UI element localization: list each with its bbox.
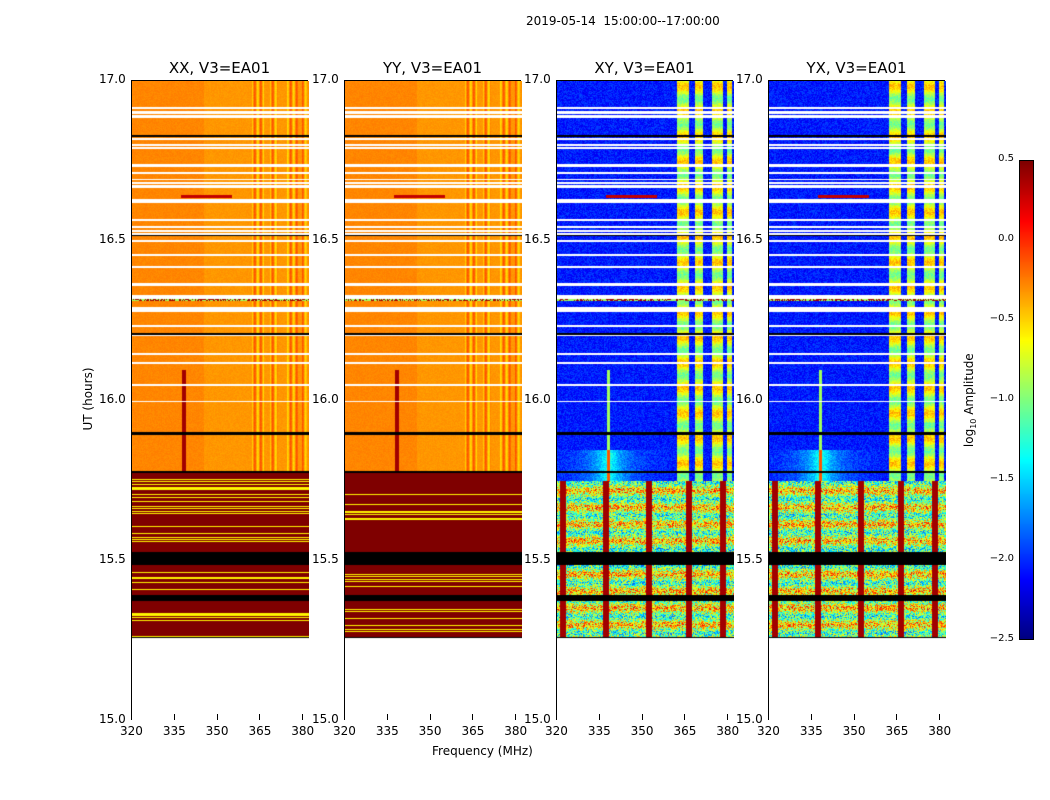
panel-title: YY, V3=EA01: [382, 59, 483, 77]
heatmap-panel-xx: [131, 80, 309, 721]
colorbar: [1019, 160, 1034, 640]
x-tick-mark: [515, 714, 517, 720]
y-tick-label: 16.0: [736, 392, 763, 406]
x-tick-label: 365: [248, 724, 272, 738]
x-tick-label: 380: [716, 724, 740, 738]
x-tick-mark: [173, 714, 175, 720]
x-tick-label: 335: [587, 724, 611, 738]
x-tick-label: 320: [757, 724, 780, 738]
heatmap-image: [345, 81, 522, 721]
x-tick-label: 350: [418, 724, 442, 738]
y-axis-label: UT (hours): [81, 367, 95, 431]
x-tick-label: 365: [673, 724, 697, 738]
x-tick-label: 320: [333, 724, 356, 738]
heatmap-panel-xy: [556, 80, 734, 721]
y-tick-label: 16.5: [99, 232, 126, 246]
x-tick-label: 350: [630, 724, 654, 738]
x-axis-label: Frequency (MHz): [432, 744, 533, 758]
panel-title: XY, V3=EA01: [594, 59, 695, 77]
x-tick-label: 380: [291, 724, 315, 738]
y-tick-label: 17.0: [736, 72, 763, 86]
panel-title: YX, V3=EA01: [806, 59, 907, 77]
x-tick-label: 365: [885, 724, 909, 738]
y-tick-label: 17.0: [524, 72, 551, 86]
x-tick-label: 335: [162, 724, 186, 738]
y-tick-label: 16.5: [736, 232, 763, 246]
x-tick-label: 320: [120, 724, 143, 738]
x-tick-label: 350: [205, 724, 229, 738]
colorbar-tick-label: −1.0: [989, 393, 1014, 404]
x-tick-mark: [641, 714, 643, 720]
x-tick-mark: [853, 714, 855, 720]
colorbar-tick-label: −2.5: [989, 633, 1014, 644]
x-tick-mark: [344, 714, 345, 720]
y-tick-label: 15.0: [99, 712, 126, 726]
colorbar-tick-label: 0.0: [998, 233, 1014, 244]
x-tick-mark: [556, 714, 557, 720]
x-tick-mark: [727, 714, 729, 720]
y-tick-label: 15.0: [736, 712, 763, 726]
x-tick-mark: [472, 714, 474, 720]
x-tick-mark: [216, 714, 218, 720]
x-tick-label: 350: [842, 724, 866, 738]
x-tick-mark: [810, 714, 812, 720]
heatmap-image: [132, 81, 309, 721]
y-tick-label: 17.0: [99, 72, 126, 86]
colorbar-label: log10 Amplitude: [961, 353, 979, 448]
heatmap-panel-yy: [344, 80, 522, 721]
figure-title: 2019-05-14 15:00:00--17:00:00: [526, 14, 720, 28]
colorbar-tick-label: −2.0: [989, 553, 1014, 564]
x-tick-mark: [386, 714, 388, 720]
x-tick-mark: [131, 714, 132, 720]
x-tick-label: 365: [461, 724, 485, 738]
x-tick-mark: [259, 714, 261, 720]
x-tick-mark: [684, 714, 686, 720]
heatmap-image: [557, 81, 734, 721]
x-tick-mark: [939, 714, 941, 720]
x-tick-mark: [302, 714, 304, 720]
x-tick-mark: [768, 714, 769, 720]
y-tick-label: 15.0: [312, 712, 339, 726]
x-tick-label: 380: [928, 724, 952, 738]
colorbar-tick-label: −0.5: [989, 313, 1014, 324]
y-tick-label: 15.5: [312, 552, 339, 566]
x-tick-label: 380: [504, 724, 528, 738]
colorbar-tick-label: −1.5: [989, 473, 1014, 484]
y-tick-label: 17.0: [312, 72, 339, 86]
heatmap-panel-yx: [768, 80, 946, 721]
y-tick-label: 15.5: [736, 552, 763, 566]
panel-title: XX, V3=EA01: [168, 59, 271, 77]
x-tick-mark: [429, 714, 431, 720]
y-tick-label: 15.5: [524, 552, 551, 566]
y-tick-label: 16.5: [312, 232, 339, 246]
x-tick-label: 335: [799, 724, 823, 738]
x-tick-mark: [896, 714, 898, 720]
x-tick-mark: [598, 714, 600, 720]
heatmap-image: [769, 81, 946, 721]
y-tick-label: 16.0: [312, 392, 339, 406]
colorbar-tick-label: 0.5: [998, 153, 1014, 164]
y-tick-label: 15.0: [524, 712, 551, 726]
y-tick-label: 16.0: [99, 392, 126, 406]
x-tick-label: 320: [545, 724, 568, 738]
y-tick-label: 16.5: [524, 232, 551, 246]
x-tick-label: 335: [375, 724, 399, 738]
y-tick-label: 16.0: [524, 392, 551, 406]
y-tick-label: 15.5: [99, 552, 126, 566]
